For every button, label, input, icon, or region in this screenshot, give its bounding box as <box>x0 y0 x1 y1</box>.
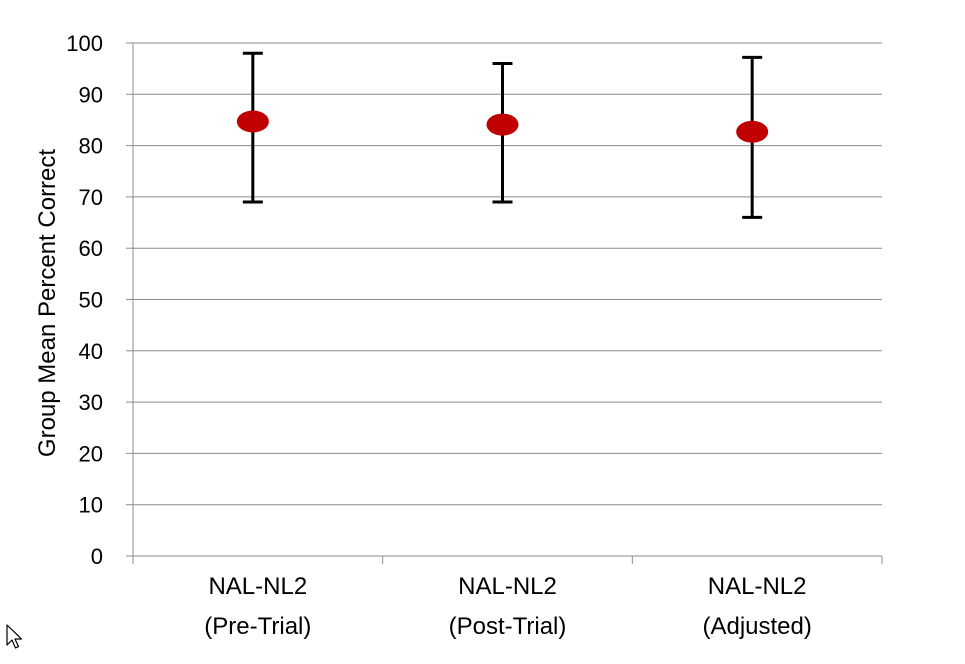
data-point <box>736 120 769 143</box>
axes <box>126 42 883 564</box>
y-tick-label: 60 <box>79 236 103 261</box>
y-tick-label: 10 <box>79 493 103 518</box>
y-tick-label: 50 <box>79 288 103 313</box>
y-tick-label: 70 <box>79 185 103 210</box>
y-tick-label: 40 <box>79 339 103 364</box>
data-point <box>486 113 519 136</box>
y-tick-labels: 0 10 20 30 40 50 60 70 80 90 100 <box>66 31 103 569</box>
y-tick-label: 80 <box>79 134 103 159</box>
data-points <box>236 110 769 143</box>
x-tick-label: NAL-NL2 <box>458 573 557 600</box>
y-tick-label: 90 <box>79 82 103 107</box>
gridlines <box>133 42 882 506</box>
y-axis-label: Group Mean Percent Correct <box>34 149 61 457</box>
x-tick-label: (Pre-Trial) <box>204 613 311 640</box>
x-tick-label: NAL-NL2 <box>708 573 807 600</box>
x-tick-label: (Adjusted) <box>702 613 811 640</box>
data-point <box>236 110 269 133</box>
x-tick-labels: NAL-NL2 (Pre-Trial) NAL-NL2 (Post-Trial) NAL… <box>204 573 812 640</box>
y-tick-label: 20 <box>79 441 103 466</box>
y-tick-label: 100 <box>66 31 103 56</box>
y-tick-label: 30 <box>79 390 103 415</box>
x-tick-label: NAL-NL2 <box>208 573 307 600</box>
x-tick-label: (Post-Trial) <box>449 613 567 640</box>
arrow-pointer-icon <box>6 624 23 649</box>
y-tick-label: 0 <box>91 544 103 569</box>
